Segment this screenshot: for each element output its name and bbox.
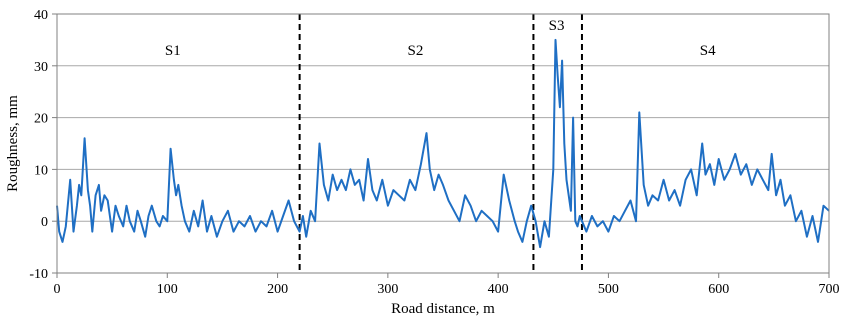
x-tick-label-600: 600	[708, 282, 729, 297]
section-label-s1: S1	[165, 43, 181, 59]
y-tick-label-20: 20	[34, 112, 48, 127]
section-label-s4: S4	[700, 43, 716, 59]
series-line-1	[56, 38, 830, 249]
grid-lines	[57, 65, 829, 222]
y-tick-label--10: -10	[29, 267, 48, 282]
series-layer	[56, 38, 830, 249]
section-label-s3: S3	[549, 18, 565, 34]
y-tick-label-30: 30	[34, 60, 48, 75]
x-tick-label-200: 200	[267, 282, 288, 297]
x-tick-label-300: 300	[377, 282, 398, 297]
plot-frame	[56, 13, 830, 274]
x-tick-label-500: 500	[598, 282, 619, 297]
x-tick-label-100: 100	[157, 282, 178, 297]
section-labels: S1 S2 S3 S4	[165, 18, 716, 59]
y-tick-label-40: 40	[34, 8, 48, 23]
plot-border	[56, 13, 830, 274]
section-boundaries	[298, 14, 583, 273]
section-label-s2: S2	[408, 43, 424, 59]
y-tick-label-0: 0	[41, 215, 48, 230]
x-tick-label-0: 0	[54, 282, 61, 297]
y-tick-label-10: 10	[34, 163, 48, 178]
x-tick-label-700: 700	[819, 282, 840, 297]
x-axis-label: Road distance, m	[391, 301, 495, 317]
x-axis-ticks: 0 100 200 300 400 500 600 700	[54, 273, 840, 297]
y-axis-label: Roughness, mm	[5, 95, 21, 192]
x-tick-label-400: 400	[488, 282, 509, 297]
y-axis-ticks: -10 0 10 20 30 40	[29, 8, 57, 282]
